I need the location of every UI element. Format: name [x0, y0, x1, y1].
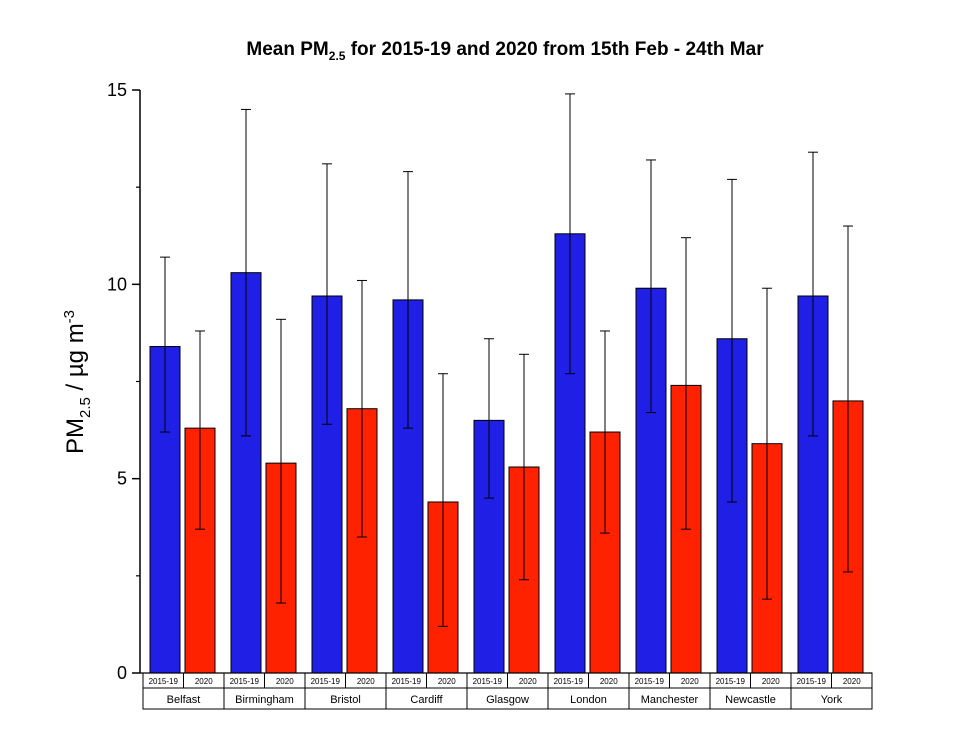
sub-category-label: 2020 [195, 677, 213, 686]
sub-category-label: 2015-19 [797, 677, 827, 686]
bars [149, 233, 864, 674]
sub-category-label: 2015-19 [230, 677, 260, 686]
y-tick-label: 0 [117, 663, 127, 683]
sub-category-label: 2015-19 [149, 677, 179, 686]
sub-category-label: 2015-19 [392, 677, 422, 686]
title-suffix: for 2015-19 and 2020 from 15th Feb - 24t… [345, 39, 764, 60]
ylabel-prefix: PM [62, 418, 89, 454]
category-label: Cardiff [410, 694, 443, 706]
sub-category-label: 2020 [357, 677, 375, 686]
chart-title: Mean PM2.5 for 2015-19 and 2020 from 15t… [246, 39, 764, 63]
y-tick-label: 15 [107, 80, 127, 100]
sub-category-label: 2020 [843, 677, 861, 686]
error-bars [160, 93, 853, 627]
sub-category-label: 2020 [762, 677, 780, 686]
category-label: Glasgow [486, 694, 529, 706]
sub-category-label: 2015-19 [311, 677, 341, 686]
sub-category-label: 2020 [681, 677, 699, 686]
sub-category-label: 2015-19 [716, 677, 746, 686]
sub-category-label: 2020 [519, 677, 537, 686]
category-label: Bristol [330, 694, 361, 706]
x-axis: 2015-19 2020 Belfast 2015-19 2020 Birmingham 2… [140, 672, 873, 710]
title-prefix: Mean PM [246, 39, 328, 60]
y-tick-label: 10 [107, 274, 127, 294]
category-label: Birmingham [235, 694, 294, 706]
category-label: Manchester [641, 694, 699, 706]
y-axis: 0 5 10 15 [107, 80, 141, 683]
sub-category-label: 2020 [438, 677, 456, 686]
sub-category-label: 2015-19 [554, 677, 584, 686]
sub-category-label: 2020 [276, 677, 294, 686]
y-tick-label: 5 [117, 469, 127, 489]
category-label: Newcastle [725, 694, 776, 706]
ylabel-superscript: -3 [61, 310, 78, 323]
title-subscript: 2.5 [329, 49, 346, 63]
category-label: London [570, 694, 607, 706]
sub-category-label: 2020 [600, 677, 618, 686]
sub-category-label: 2015-19 [635, 677, 665, 686]
sub-category-label: 2015-19 [473, 677, 503, 686]
y-axis-label: PM2.5 / µg m-3 [61, 310, 94, 454]
ylabel-subscript: 2.5 [77, 397, 94, 418]
category-label: Belfast [167, 694, 201, 706]
category-label: York [821, 694, 843, 706]
ylabel-mid: / µg m [62, 323, 89, 397]
